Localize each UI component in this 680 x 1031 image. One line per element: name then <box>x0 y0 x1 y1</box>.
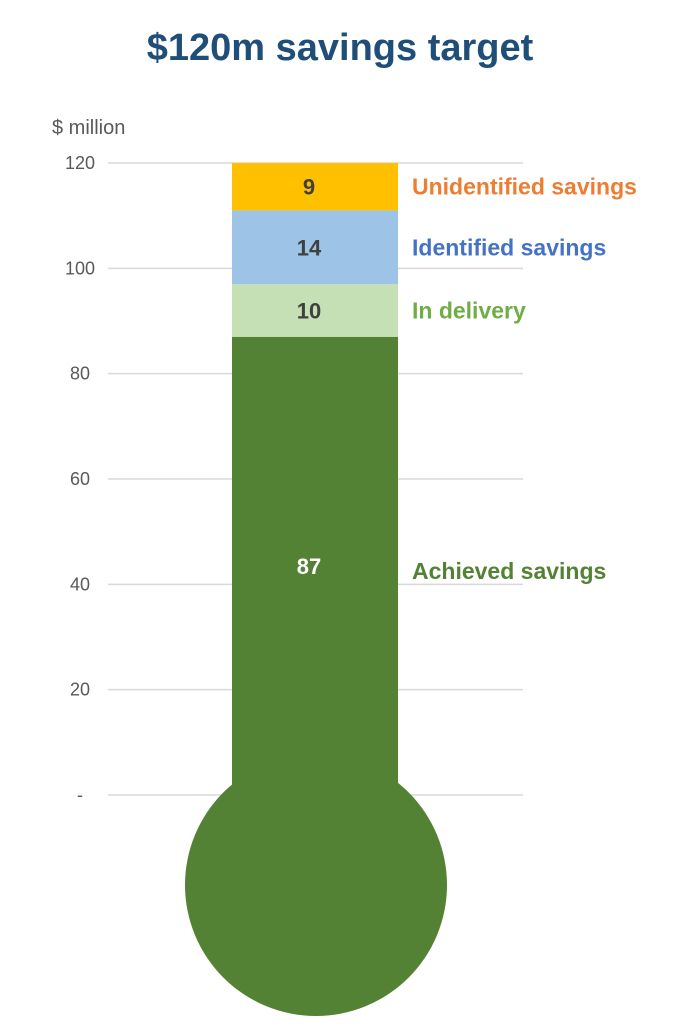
bar-segment <box>232 336 398 825</box>
y-tick-label: 40 <box>70 574 90 594</box>
y-axis-label: $ million <box>52 117 125 139</box>
y-tick-label: 80 <box>70 364 90 384</box>
y-tick-label: 120 <box>65 153 95 173</box>
y-tick-label: 100 <box>65 258 95 278</box>
data-label: 87 <box>297 554 321 579</box>
y-tick-label: 60 <box>70 469 90 489</box>
data-label: 9 <box>303 175 315 200</box>
series-label: Identified savings <box>412 234 606 260</box>
data-label: 10 <box>297 298 321 323</box>
series-label: In delivery <box>412 297 526 323</box>
series-label: Achieved savings <box>412 558 606 584</box>
bar-segment <box>232 284 398 337</box>
chart-title: $120m savings target <box>147 27 534 69</box>
data-label: 14 <box>297 235 322 260</box>
y-tick-label: - <box>77 785 83 805</box>
bar-segment <box>232 163 398 211</box>
y-tick-label: 20 <box>70 680 90 700</box>
bar-segment <box>232 210 398 285</box>
series-label: Unidentified savings <box>412 174 637 200</box>
